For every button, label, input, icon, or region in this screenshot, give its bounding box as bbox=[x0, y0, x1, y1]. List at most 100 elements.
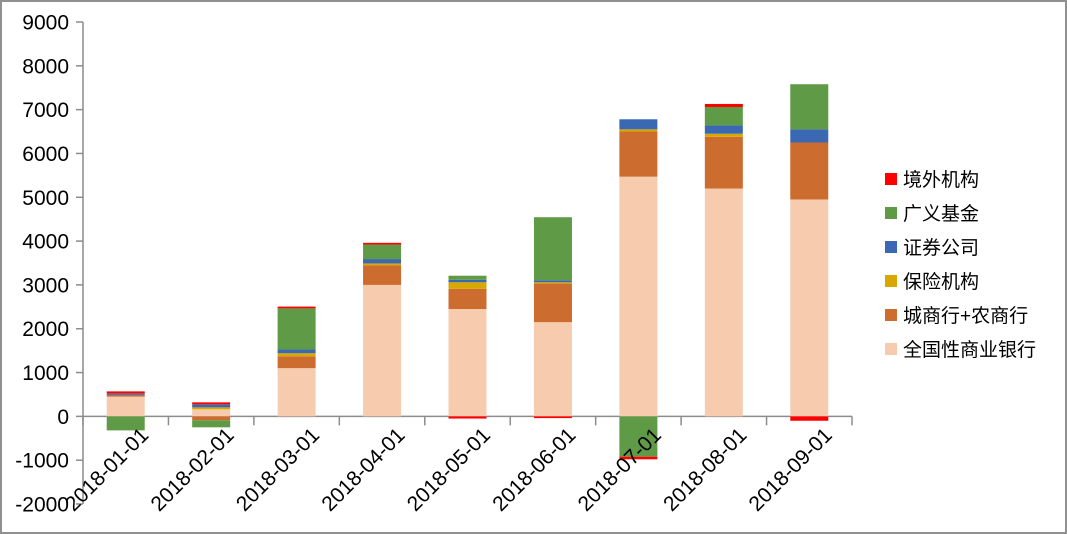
legend-swatch-icon bbox=[885, 309, 897, 321]
legend-label: 保险机构 bbox=[903, 271, 979, 293]
y-axis-tick-label: 4000 bbox=[22, 231, 69, 254]
bar-segment[interactable] bbox=[363, 263, 402, 266]
bar-segment[interactable] bbox=[277, 306, 316, 309]
bar-segment[interactable] bbox=[704, 107, 743, 126]
bar-segment[interactable] bbox=[106, 396, 145, 417]
legend-item[interactable]: 境外机构 bbox=[885, 169, 979, 191]
legend-item[interactable]: 全国性商业银行 bbox=[885, 339, 1036, 361]
bar-segment[interactable] bbox=[448, 282, 487, 289]
bar-segment[interactable] bbox=[448, 416, 487, 419]
bar-segment[interactable] bbox=[533, 322, 572, 417]
y-axis-tick-label: -1000 bbox=[15, 450, 69, 473]
bar-segment[interactable] bbox=[277, 349, 316, 354]
legend-swatch-icon bbox=[885, 275, 897, 287]
bar-segment[interactable] bbox=[448, 288, 487, 310]
x-axis-tick-label: 2018-02-01 bbox=[146, 424, 238, 516]
bar-2018-06-01 bbox=[533, 217, 572, 419]
bar-2018-09-01 bbox=[790, 84, 829, 421]
bar-segment[interactable] bbox=[448, 309, 487, 417]
bar-segment[interactable] bbox=[704, 133, 743, 137]
bar-segment[interactable] bbox=[704, 188, 743, 417]
bar-segment[interactable] bbox=[106, 393, 145, 395]
y-axis-tick-label: 0 bbox=[57, 406, 69, 429]
y-axis-tick-label: 9000 bbox=[22, 12, 69, 35]
bar-segment[interactable] bbox=[277, 368, 316, 417]
y-axis-tick-label: 2000 bbox=[22, 318, 69, 341]
axes: 9000 8000 7000 6000 5000 4000 3000 2000 1000 0 -10… bbox=[15, 12, 853, 517]
x-axis-tick-label: 2018-04-01 bbox=[317, 424, 409, 516]
y-axis-tick-label: 1000 bbox=[22, 362, 69, 385]
bar-segment[interactable] bbox=[790, 199, 829, 417]
bar-segment[interactable] bbox=[363, 259, 402, 264]
x-axis-tick-label: 2018-05-01 bbox=[403, 424, 495, 516]
legend-label: 证券公司 bbox=[903, 237, 979, 259]
legend-label: 全国性商业银行 bbox=[903, 339, 1036, 361]
x-axis-tick-label: 2018-09-01 bbox=[745, 424, 837, 516]
bar-segment[interactable] bbox=[277, 353, 316, 357]
y-axis-tick-label: 8000 bbox=[22, 55, 69, 78]
bar-segment[interactable] bbox=[704, 125, 743, 134]
x-axis-tick-label: 2018-01-01 bbox=[61, 424, 153, 516]
bar-segment[interactable] bbox=[533, 416, 572, 419]
bar-segment[interactable] bbox=[106, 416, 145, 431]
bar-segment[interactable] bbox=[619, 416, 658, 457]
x-axis-tick-label: 2018-06-01 bbox=[488, 424, 580, 516]
bar-segment[interactable] bbox=[790, 416, 829, 421]
bar-2018-02-01 bbox=[192, 402, 231, 428]
legend-label: 广义基金 bbox=[903, 203, 979, 225]
bar-segment[interactable] bbox=[192, 409, 231, 417]
bar-segment[interactable] bbox=[192, 420, 231, 428]
x-axis-tick-label: 2018-03-01 bbox=[232, 424, 324, 516]
bar-segment[interactable] bbox=[277, 356, 316, 369]
bar-2018-04-01 bbox=[363, 242, 402, 417]
legend-item[interactable]: 证券公司 bbox=[885, 237, 979, 259]
x-axis-tick-label: 2018-08-01 bbox=[659, 424, 751, 516]
bar-2018-01-01 bbox=[106, 391, 145, 431]
legend-label: 境外机构 bbox=[903, 169, 979, 191]
bar-segment[interactable] bbox=[704, 103, 743, 108]
bar-segment[interactable] bbox=[704, 136, 743, 189]
bar-segment[interactable] bbox=[533, 283, 572, 323]
y-axis-tick-label: -2000 bbox=[15, 494, 69, 517]
legend-item[interactable]: 广义基金 bbox=[885, 203, 979, 225]
bar-segment[interactable] bbox=[363, 265, 402, 285]
y-axis-tick-label: 6000 bbox=[22, 143, 69, 166]
bar-segment[interactable] bbox=[619, 456, 658, 460]
bar-2018-03-01 bbox=[277, 306, 316, 417]
bar-segment[interactable] bbox=[533, 280, 572, 283]
legend-swatch-icon bbox=[885, 241, 897, 253]
bar-2018-07-01 bbox=[619, 119, 658, 460]
bar-segment[interactable] bbox=[106, 391, 145, 394]
bar-segment[interactable] bbox=[619, 131, 658, 177]
bar-segment[interactable] bbox=[533, 217, 572, 281]
bar-segment[interactable] bbox=[790, 129, 829, 143]
bar-segment[interactable] bbox=[619, 119, 658, 130]
y-axis-tick-label: 5000 bbox=[22, 187, 69, 210]
legend-item[interactable]: 城商行+农商行 bbox=[885, 305, 1028, 327]
legend-swatch-icon bbox=[885, 207, 897, 219]
bar-segment[interactable] bbox=[790, 84, 829, 130]
bar-segment[interactable] bbox=[448, 279, 487, 283]
legend-swatch-icon bbox=[885, 173, 897, 185]
y-axis-tick-label: 7000 bbox=[22, 99, 69, 122]
bar-segment[interactable] bbox=[363, 242, 402, 245]
bar-segment[interactable] bbox=[363, 284, 402, 417]
bar-segment[interactable] bbox=[790, 142, 829, 200]
bar-segment[interactable] bbox=[192, 407, 231, 410]
bar-segment[interactable] bbox=[192, 404, 231, 408]
y-axis-tick-label: 3000 bbox=[22, 274, 69, 297]
bar-segment[interactable] bbox=[106, 394, 145, 397]
legend-item[interactable]: 保险机构 bbox=[885, 271, 979, 293]
bar-segment[interactable] bbox=[533, 282, 572, 284]
bar-segment[interactable] bbox=[192, 416, 231, 421]
bar-segment[interactable] bbox=[277, 308, 316, 350]
bar-segment[interactable] bbox=[619, 129, 658, 132]
bar-segment[interactable] bbox=[363, 244, 402, 260]
bar-segment[interactable] bbox=[619, 176, 658, 417]
bar-segment[interactable] bbox=[192, 402, 231, 405]
bar-segment[interactable] bbox=[448, 275, 487, 280]
bar-2018-05-01 bbox=[448, 275, 487, 419]
